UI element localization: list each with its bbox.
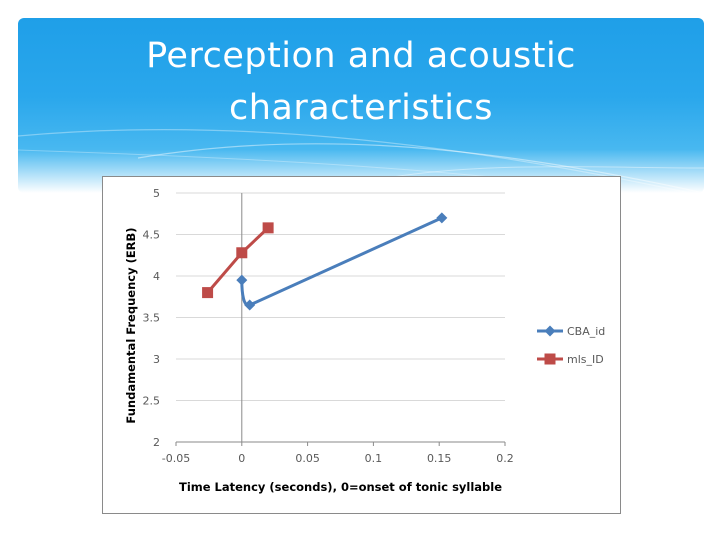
legend-label: mls_ID	[567, 353, 604, 366]
y-axis-title: Fundamental Frequency (ERB)	[124, 227, 138, 423]
data-point-square	[544, 353, 556, 365]
data-point-diamond	[236, 274, 248, 286]
data-point-square	[236, 247, 248, 259]
x-tick-label: 0.1	[365, 452, 383, 465]
data-point-diamond	[436, 212, 448, 224]
data-point-diamond	[244, 299, 256, 311]
data-point-square	[262, 222, 274, 234]
slide-title-line-2: characteristics	[229, 88, 493, 128]
x-tick-label: -0.05	[162, 452, 190, 465]
x-tick-label: 0.05	[295, 452, 320, 465]
y-tick-label: 4	[153, 270, 160, 283]
series-line-mls_ID	[206, 226, 270, 294]
y-tick-label: 3.5	[143, 312, 161, 325]
x-tick-label: 0.15	[427, 452, 452, 465]
chart-gridlines	[176, 192, 505, 401]
legend-label: CBA_id	[567, 325, 605, 338]
y-tick-label: 3	[153, 353, 160, 366]
x-axis-title: Time Latency (seconds), 0=onset of tonic…	[179, 480, 502, 494]
slide-title-line-1: Perception and acoustic	[146, 36, 576, 76]
y-tick-label: 2.5	[143, 395, 161, 408]
line-chart: 2 2.5 3 3.5 4 4.5 5 -0.05 0 0.05 0.1 0.15 0.2 CBA_id…	[124, 187, 605, 494]
chart-legend: CBA_id mls_ID	[537, 325, 605, 366]
chart-frame: 2 2.5 3 3.5 4 4.5 5 -0.05 0 0.05 0.1 0.15 0.2 CBA_id…	[102, 176, 621, 514]
chart-axes: 2 2.5 3 3.5 4 4.5 5 -0.05 0 0.05 0.1 0.15 0.2	[143, 187, 514, 465]
chart-series	[202, 212, 448, 311]
y-tick-label: 2	[153, 436, 160, 449]
slide-title: Perception and acoustic characteristics	[18, 30, 704, 134]
data-point-diamond	[544, 325, 556, 337]
x-tick-label: 0.2	[496, 452, 514, 465]
x-tick-label: 0	[238, 452, 245, 465]
y-tick-label: 4.5	[143, 229, 161, 242]
data-point-square	[202, 287, 214, 299]
y-tick-label: 5	[153, 187, 160, 200]
